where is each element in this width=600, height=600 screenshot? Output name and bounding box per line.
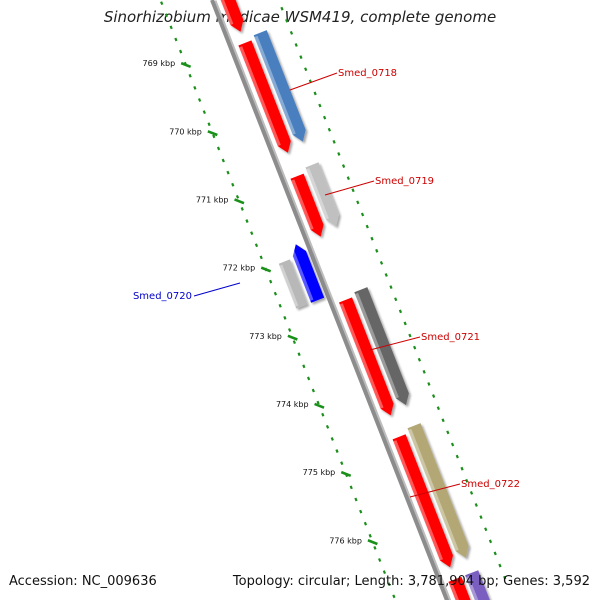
- ruler-tick: [260, 266, 272, 273]
- ruler-tick-label: 769 kbp: [143, 59, 176, 68]
- gene-label-smed_0720: Smed_0720: [133, 291, 192, 302]
- cds-feature: [220, 0, 244, 32]
- gene-label-smed_0719: Smed_0719: [375, 176, 434, 187]
- gene-feature-reverse-partner: [278, 259, 308, 309]
- gene-labels: Smed_0718 Smed_0719 Smed_0720 Smed_0721 Smed…: [133, 68, 520, 498]
- ruler-tick: [314, 402, 325, 409]
- ruler-tick-label: 771 kbp: [196, 195, 229, 204]
- ruler-tick: [287, 334, 298, 341]
- ruler-tick-label: 770 kbp: [169, 127, 202, 136]
- ruler-tick-label: 773 kbp: [249, 332, 282, 341]
- genome-backbone: [210, 0, 452, 600]
- gene-label-smed_0718: Smed_0718: [338, 68, 397, 79]
- ruler-tick: [340, 470, 352, 478]
- ruler-tick-label: 775 kbp: [303, 468, 336, 477]
- gene-feature-smed_0722: [407, 423, 469, 558]
- ruler-tick: [180, 61, 192, 69]
- gene-feature-smed_0720: [289, 244, 325, 303]
- cds-feature: [448, 576, 471, 600]
- cds-feature: [238, 40, 291, 153]
- ruler-tick: [207, 130, 218, 137]
- cds-feature: [339, 297, 394, 416]
- genome-summary-text: Topology: circular; Length: 3,781,904 bp…: [232, 574, 590, 589]
- genome-title: Sinorhizobium medicae WSM419, complete g…: [103, 8, 497, 26]
- ruler-tick-label: 776 kbp: [329, 536, 362, 545]
- cds-feature: [392, 434, 453, 568]
- gene-feature-partial: [465, 570, 490, 600]
- gene-label-smed_0722: Smed_0722: [461, 479, 520, 490]
- gene-feature-smed_0719: [305, 162, 339, 227]
- gene-label-smed_0721: Smed_0721: [421, 332, 480, 343]
- accession-text: Accession: NC_009636: [9, 574, 157, 589]
- gene-features: [220, 0, 490, 600]
- ruler-tick-label: 774 kbp: [276, 400, 309, 409]
- gene-feature-smed_0721: [354, 287, 409, 406]
- cds-feature: [290, 173, 324, 237]
- ruler-ticks: 769 kbp 770 kbp 771 kbp 772 kbp 773 kbp 774 k…: [143, 1, 507, 599]
- ruler-tick-label: 772 kbp: [223, 264, 256, 273]
- ruler-tick: [234, 198, 245, 205]
- backbone-line: [210, 0, 450, 600]
- ruler-tick: [367, 539, 378, 546]
- gene-feature-smed_0718: [253, 30, 306, 142]
